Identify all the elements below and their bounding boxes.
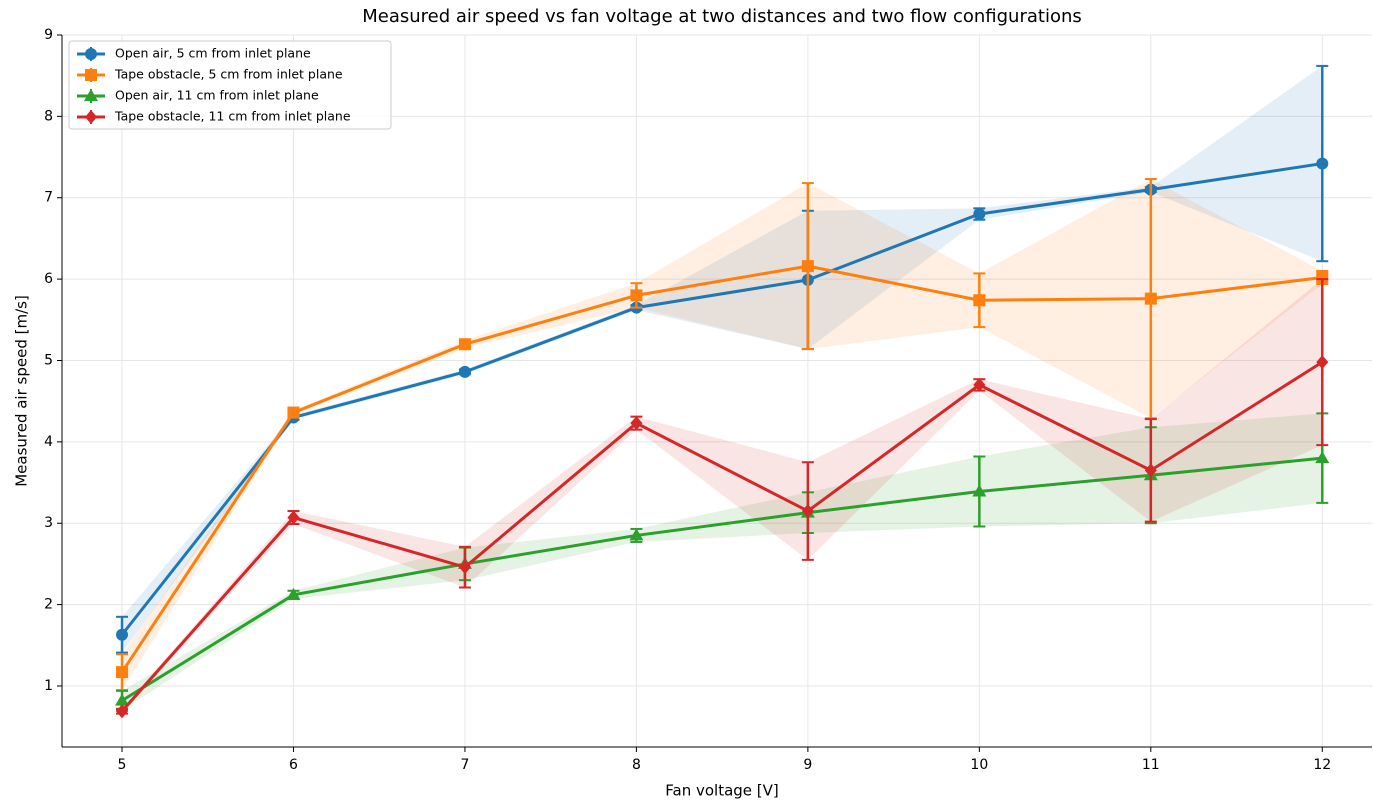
y-tick-label: 8: [44, 108, 53, 124]
data-point: [458, 365, 471, 378]
y-tick-label: 5: [44, 352, 53, 368]
data-point: [630, 289, 643, 302]
legend-marker: [85, 69, 97, 81]
y-tick-label: 2: [44, 597, 53, 613]
legend: Open air, 5 cm from inlet plane Tape obst…: [68, 40, 392, 130]
legend-marker: [85, 48, 97, 60]
series-line: [120, 162, 1323, 636]
y-tick-label: 3: [44, 515, 53, 531]
data-point: [1315, 451, 1330, 464]
data-point: [1144, 463, 1157, 478]
y-tick-label: 4: [44, 434, 53, 450]
data-point: [287, 406, 300, 419]
series-line: [120, 360, 1324, 713]
data-point: [801, 504, 814, 519]
data-point: [1316, 355, 1329, 370]
x-tick-label: 10: [970, 757, 988, 773]
y-tick-label: 6: [44, 271, 53, 287]
legend-label: Open air, 5 cm from inlet plane: [115, 46, 311, 61]
data-point: [116, 666, 129, 679]
legend-marker: [84, 89, 98, 101]
y-tick-label: 9: [44, 27, 53, 43]
legend-marker: [85, 110, 97, 124]
legend-label: Tape obstacle, 11 cm from inlet plane: [114, 109, 351, 124]
data-point: [458, 338, 471, 351]
legend-label: Tape obstacle, 5 cm from inlet plane: [114, 67, 343, 82]
data-point: [630, 416, 643, 431]
data-point: [1316, 271, 1329, 284]
x-tick-label: 12: [1313, 757, 1331, 773]
data-point: [1144, 292, 1157, 305]
y-tick-label: 1: [44, 678, 53, 694]
x-tick-label: 6: [289, 757, 298, 773]
data-point: [115, 693, 130, 706]
y-tick-label: 7: [44, 190, 53, 206]
y-axis-label: Measured air speed [m/s]: [13, 295, 31, 487]
data-point: [973, 377, 986, 392]
x-tick-label: 7: [460, 757, 469, 773]
data-point: [629, 528, 644, 541]
legend-label: Open air, 11 cm from inlet plane: [115, 88, 319, 103]
x-axis-label: Fan voltage [V]: [665, 782, 779, 800]
x-tick-label: 8: [632, 757, 641, 773]
data-point: [458, 560, 471, 575]
error-band: [122, 179, 1323, 691]
data-point: [973, 294, 986, 307]
series-line: [120, 264, 1323, 673]
error-band: [122, 65, 1323, 653]
data-point: [972, 484, 987, 497]
legend-box: [68, 40, 392, 130]
data-point: [973, 208, 986, 221]
data-point: [287, 510, 300, 525]
data-point: [116, 704, 129, 719]
series-line: [121, 456, 1323, 702]
x-tick-label: 5: [118, 757, 127, 773]
x-tick-label: 9: [803, 757, 812, 773]
data-point: [116, 628, 129, 641]
data-point: [1316, 157, 1329, 170]
data-point: [801, 260, 814, 273]
x-tick-label: 11: [1142, 757, 1160, 773]
data-point: [286, 587, 301, 600]
grid: [62, 34, 1372, 747]
chart-title: Measured air speed vs fan voltage at two…: [362, 6, 1082, 27]
